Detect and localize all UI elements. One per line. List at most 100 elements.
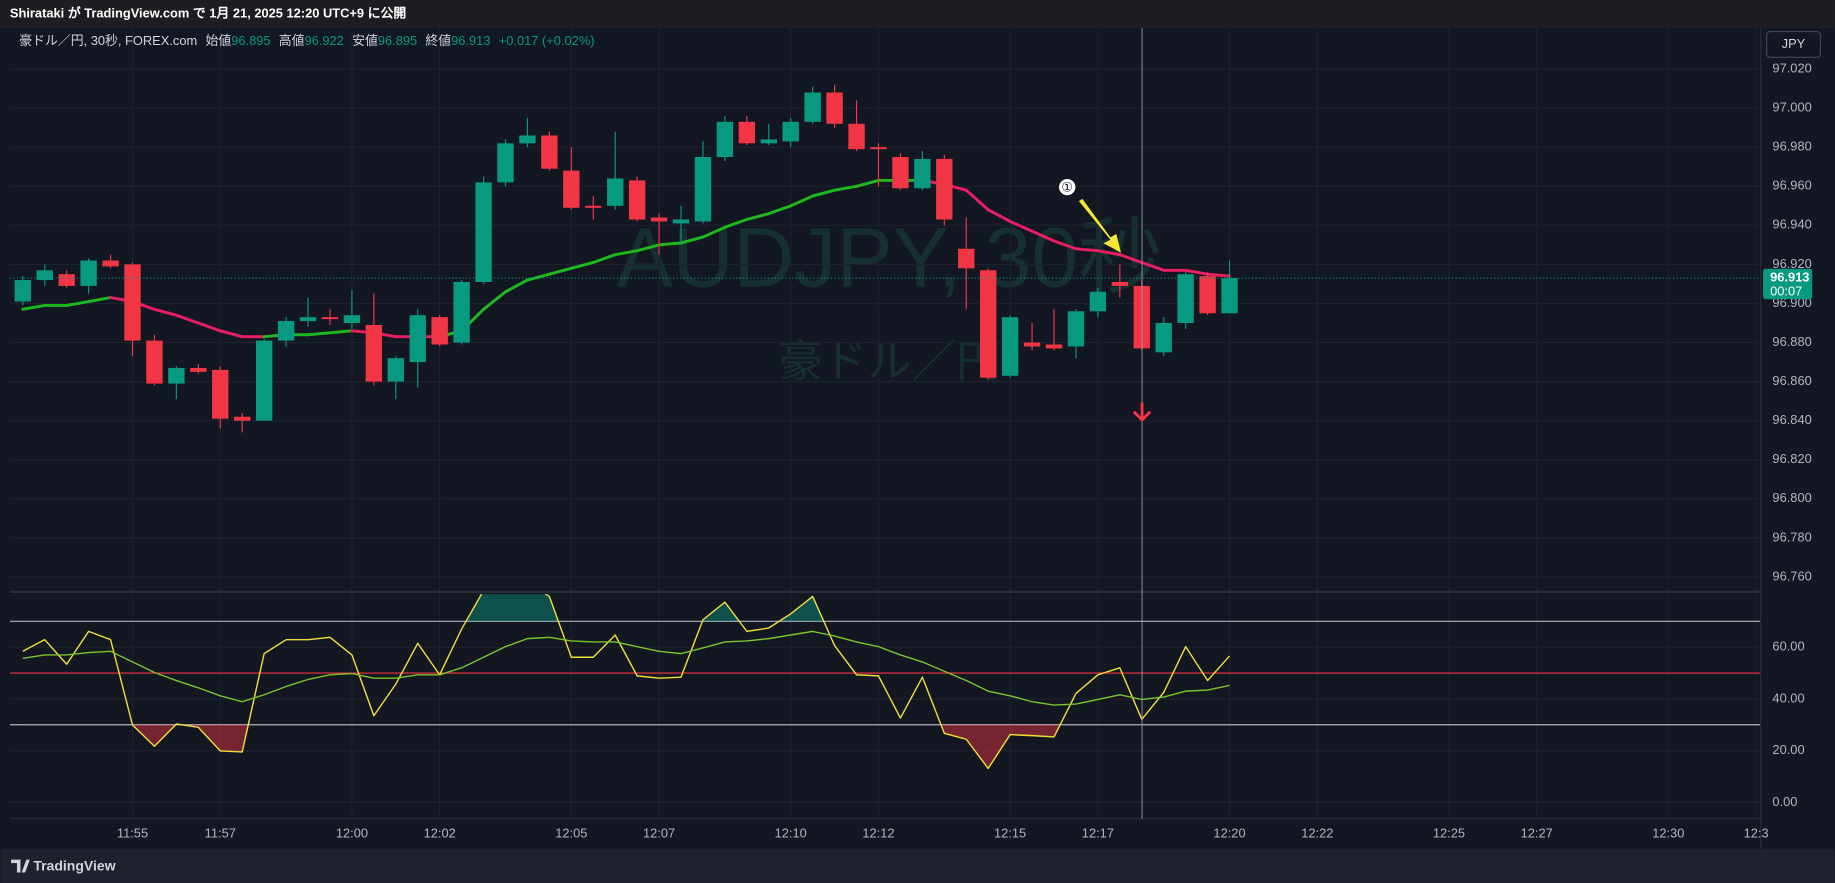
candle-body: [870, 147, 887, 150]
y-tick-label: 96.860: [1772, 373, 1811, 388]
y-tick-label: 96.980: [1772, 139, 1811, 154]
ma-segment: [1184, 268, 1210, 276]
ma-segment: [1074, 247, 1100, 253]
price-pane: [9, 84, 1761, 433]
candle-body: [914, 158, 931, 189]
candle-body: [146, 340, 163, 384]
watermark-title: AUDJPY, 30秒: [616, 211, 1162, 305]
legend-change: +0.017 (+0.02%): [499, 33, 595, 48]
legend-open-label: 始値: [205, 33, 231, 48]
y-tick-label: 96.880: [1772, 334, 1811, 349]
x-tick-label: 12:12: [862, 825, 894, 840]
ma-segment: [569, 261, 595, 270]
last-price-label: 96.913: [1770, 269, 1809, 284]
legend-low: 96.895: [378, 33, 417, 48]
y-tick-label: 97.000: [1772, 100, 1811, 115]
candle-body: [1023, 342, 1041, 347]
candle-body: [497, 143, 514, 183]
candle-body: [190, 367, 207, 372]
annotation-circle: [1059, 178, 1076, 196]
candle-body: [936, 158, 953, 220]
candle-body: [255, 340, 273, 421]
ma-segment: [767, 204, 793, 216]
candle-body: [321, 317, 339, 320]
y-tick-label: 96.760: [1772, 568, 1811, 583]
ma-segment: [87, 296, 113, 303]
candle-body: [804, 92, 821, 122]
candle-body: [1221, 278, 1238, 314]
ma-segment: [986, 208, 1012, 223]
candle-body: [124, 264, 141, 341]
x-tick-label: 12:07: [643, 825, 675, 840]
candle-body: [563, 170, 580, 208]
annotation-arrow: [1078, 198, 1121, 253]
x-tick-label: 12:05: [555, 825, 587, 840]
ma-segment: [964, 188, 990, 212]
ma-segment: [701, 225, 727, 239]
ma-segment: [152, 307, 178, 317]
y-tick-label: 96.840: [1772, 412, 1811, 427]
currency-button-label[interactable]: JPY: [1782, 36, 1806, 51]
y-tick-label: 40.00: [1772, 690, 1804, 705]
legend-high: 96.922: [305, 33, 344, 48]
ma-segment: [855, 178, 880, 188]
last-price-box: [1763, 268, 1813, 300]
y-tick-label: 96.940: [1772, 217, 1811, 232]
ma-segment: [21, 303, 47, 311]
ma-segment: [65, 300, 91, 307]
oscillator-line: [22, 594, 1231, 770]
candle-body: [694, 156, 712, 222]
footer-brand: TradingView: [33, 857, 115, 873]
legend-symbol: 豪ドル／円, 30秒, FOREX.com: [19, 33, 197, 48]
candle-body: [607, 178, 624, 206]
oversold-fill: [22, 724, 1230, 769]
ma-segment: [1118, 253, 1144, 264]
ma-segment: [1096, 249, 1122, 257]
y-tick-label: 0.00: [1772, 794, 1797, 809]
ma-segment: [833, 184, 859, 192]
candle-body: [234, 416, 251, 421]
candle-body: [541, 135, 558, 169]
ma-segment: [1008, 219, 1034, 233]
top-bar: [0, 0, 1835, 29]
candle-body: [387, 358, 404, 382]
legend-open: 96.895: [231, 33, 270, 48]
currency-button[interactable]: [1765, 30, 1821, 58]
ma-segment: [1052, 239, 1078, 251]
candle-body: [1045, 344, 1063, 349]
countdown-label: 00:07: [1770, 284, 1802, 299]
x-tick-label: 12:3: [1744, 825, 1769, 840]
candle-body: [672, 219, 690, 224]
candle-body: [826, 92, 843, 124]
candle-body: [299, 317, 317, 322]
x-tick-label: 12:20: [1213, 825, 1245, 840]
x-tick-label: 11:57: [205, 825, 236, 840]
publish-info: Shirataki が TradingView.com で 1月 21, 202…: [10, 5, 406, 20]
y-tick-label: 20.00: [1772, 742, 1804, 757]
y-tick-label: 97.020: [1772, 60, 1811, 75]
candle-body: [1199, 276, 1216, 314]
candle-body: [585, 205, 602, 208]
candle-body: [519, 135, 536, 144]
watermark: AUDJPY, 30秒 豪ドル／円: [616, 211, 1162, 387]
candle-body: [1089, 291, 1107, 312]
candle-body: [782, 121, 799, 142]
ma-segment: [723, 218, 749, 229]
y-tick-label: 96.960: [1772, 178, 1811, 193]
x-tick-label: 12:25: [1433, 825, 1465, 840]
x-tick-label: 12:02: [424, 825, 456, 840]
x-tick-label: 11:55: [117, 825, 148, 840]
candle-body: [409, 315, 426, 363]
ma-segment: [591, 253, 617, 264]
ma-segment: [174, 313, 200, 325]
candle-body: [168, 367, 185, 384]
candle-body: [1111, 281, 1129, 286]
axes: 97.020 97.000 96.980 96.960 96.940 96.92096.9…: [117, 60, 1813, 840]
candle-body: [36, 270, 53, 281]
y-tick-label: 96.820: [1772, 451, 1811, 466]
candle-body: [365, 324, 383, 382]
ma-segment: [811, 188, 837, 198]
legend-high-label: 高値: [279, 33, 305, 48]
